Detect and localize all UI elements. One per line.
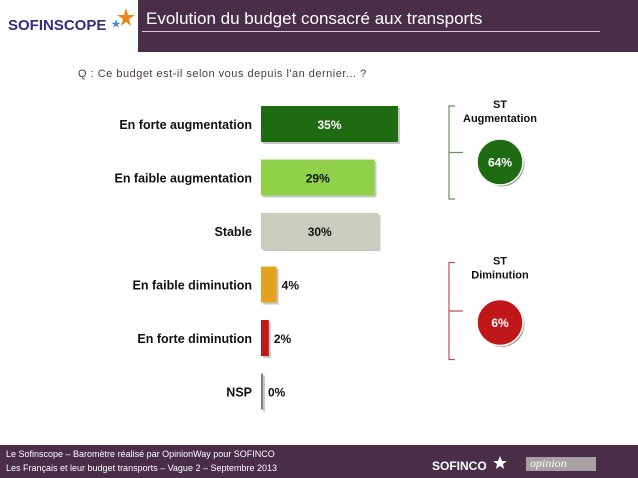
bar	[261, 320, 269, 356]
question-text: Q : Ce budget est-il selon vous depuis l…	[78, 68, 367, 80]
bar	[261, 159, 375, 196]
subtotal-bracket	[448, 261, 463, 361]
footer-line-1: Le Sofinscope – Baromètre réalisé par Op…	[6, 449, 275, 459]
footer: Le Sofinscope – Baromètre réalisé par Op…	[0, 445, 638, 478]
subtotal-label-line1: ST	[493, 256, 507, 268]
category-label: En forte augmentation	[119, 118, 252, 132]
bar	[261, 266, 277, 303]
subtotal-label-line1: ST	[493, 99, 507, 111]
title-underline	[142, 31, 600, 32]
page-title: Evolution du budget consacré aux transpo…	[146, 9, 483, 28]
subtotal-label-line2: Diminution	[471, 270, 529, 282]
opinionway-logo-box	[526, 457, 596, 471]
bar	[261, 373, 263, 410]
subtotal-circle	[476, 298, 524, 347]
header: SOFINSCOPE Evolution du budget consacré …	[0, 0, 638, 52]
category-label: NSP	[226, 386, 252, 400]
subtotal-value: 6%	[491, 316, 509, 330]
subtotal-label-line2: Augmentation	[463, 113, 537, 125]
bar-chart: En forte augmentation 35% En faible augmen…	[114, 99, 537, 412]
value-label: 0%	[268, 386, 286, 400]
subtotal-value: 64%	[488, 156, 512, 170]
category-label: En faible diminution	[133, 279, 252, 293]
value-label: 29%	[306, 172, 330, 186]
sofinscope-logo: SOFINSCOPE	[8, 8, 135, 34]
category-label: En forte diminution	[137, 332, 252, 346]
subtotal-bracket	[448, 105, 463, 200]
bar-shadow	[263, 375, 265, 412]
value-label: 35%	[317, 118, 341, 132]
sofinco-logo: SOFINCO	[432, 456, 507, 473]
star-icon	[111, 8, 135, 28]
category-label: Stable	[214, 225, 252, 239]
subtotal-circle	[476, 138, 524, 186]
header-bar	[138, 0, 638, 52]
logo-text: SOFINSCOPE	[8, 17, 106, 34]
value-label: 2%	[274, 332, 292, 346]
value-label: 30%	[308, 225, 332, 239]
bar	[261, 106, 398, 142]
footer-line-2: Les Français et leur budget transports –…	[6, 463, 278, 473]
value-label: 4%	[282, 279, 300, 293]
footer-star-icon	[493, 456, 507, 469]
category-label: En faible augmentation	[114, 172, 252, 186]
bar	[261, 213, 379, 249]
footer-logo-text: SOFINCO	[432, 459, 487, 473]
opinionway-logo-text: opinion	[530, 456, 567, 470]
